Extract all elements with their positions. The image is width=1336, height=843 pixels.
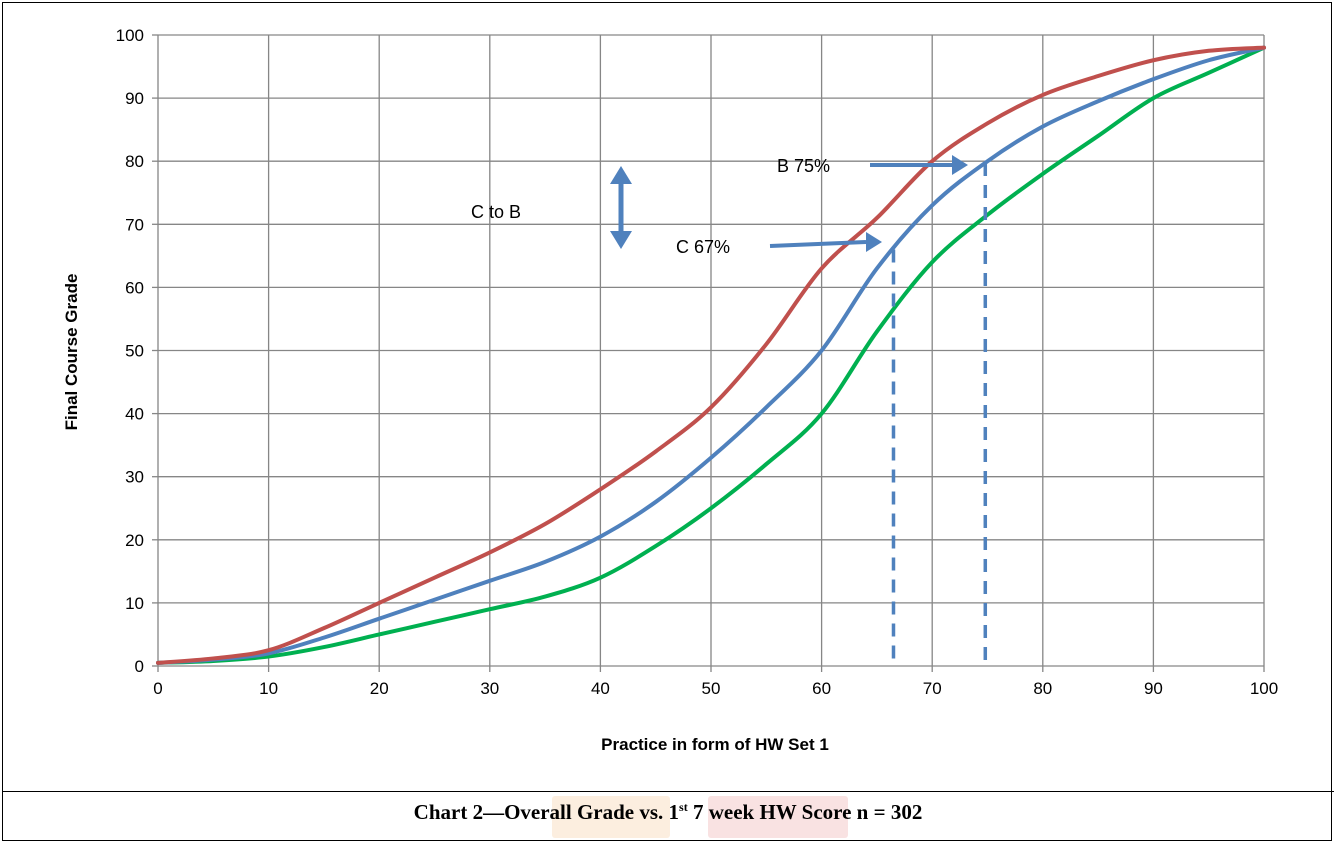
x-tick-label: 50 <box>702 679 721 698</box>
x-tick-label: 40 <box>591 679 610 698</box>
x-tick-label: 90 <box>1144 679 1163 698</box>
x-tick-label: 20 <box>370 679 389 698</box>
series-lines <box>156 45 1266 665</box>
y-tick-label: 60 <box>125 278 144 297</box>
x-tick-label: 100 <box>1250 679 1278 698</box>
c67-arrow-shaft <box>769 240 867 248</box>
x-tick-label: 0 <box>153 679 162 698</box>
y-tick-label: 90 <box>125 89 144 108</box>
y-tick-label: 70 <box>125 215 144 234</box>
y-axis-title: Final Course Grade <box>62 274 81 431</box>
y-tick-label: 30 <box>125 468 144 487</box>
watermark-block-right <box>708 796 848 838</box>
annotation-c67: C 67% <box>676 237 730 257</box>
chart-caption: Chart 2—Overall Grade vs. 1st 7 week HW … <box>0 800 1336 825</box>
x-tick-label: 70 <box>923 679 942 698</box>
watermark-block-left <box>552 796 670 838</box>
x-tick-label: 80 <box>1033 679 1052 698</box>
x-tick-label: 10 <box>259 679 278 698</box>
y-tick-label: 80 <box>125 152 144 171</box>
annotation-b75: B 75% <box>777 156 830 176</box>
reference-lines <box>891 162 988 666</box>
double-arrow-head-down <box>610 231 632 249</box>
b75-arrow-head <box>952 155 968 175</box>
tick-labels: 0 10 20 30 40 50 60 70 80 90 100 0 10 20 30 40 50 60 70 80 9… <box>116 26 1279 698</box>
grid-lines <box>152 34 1265 672</box>
series-line-blue_series <box>156 45 1266 665</box>
x-tick-label: 60 <box>812 679 831 698</box>
x-tick-label: 30 <box>480 679 499 698</box>
x-axis-title: Practice in form of HW Set 1 <box>601 735 829 754</box>
double-arrow-head-up <box>610 166 632 184</box>
y-tick-label: 10 <box>125 594 144 613</box>
series-line-red_series <box>156 45 1266 665</box>
c67-arrow-head <box>866 232 882 252</box>
annotations: C to B C 67% B 75% <box>471 155 968 257</box>
annotation-c-to-b: C to B <box>471 202 521 222</box>
y-tick-label: 40 <box>125 405 144 424</box>
caption-prefix: Chart 2—Overall Grade vs. 1 <box>413 800 680 824</box>
caption-divider <box>2 791 1334 792</box>
series-line-green_series <box>156 45 1266 665</box>
y-tick-label: 20 <box>125 531 144 550</box>
y-tick-label: 50 <box>125 342 144 361</box>
y-tick-label: 0 <box>135 657 144 676</box>
y-tick-label: 100 <box>116 26 144 45</box>
caption-superscript: st <box>679 800 688 814</box>
caption-suffix: 7 week HW Score n = 302 <box>687 800 923 824</box>
